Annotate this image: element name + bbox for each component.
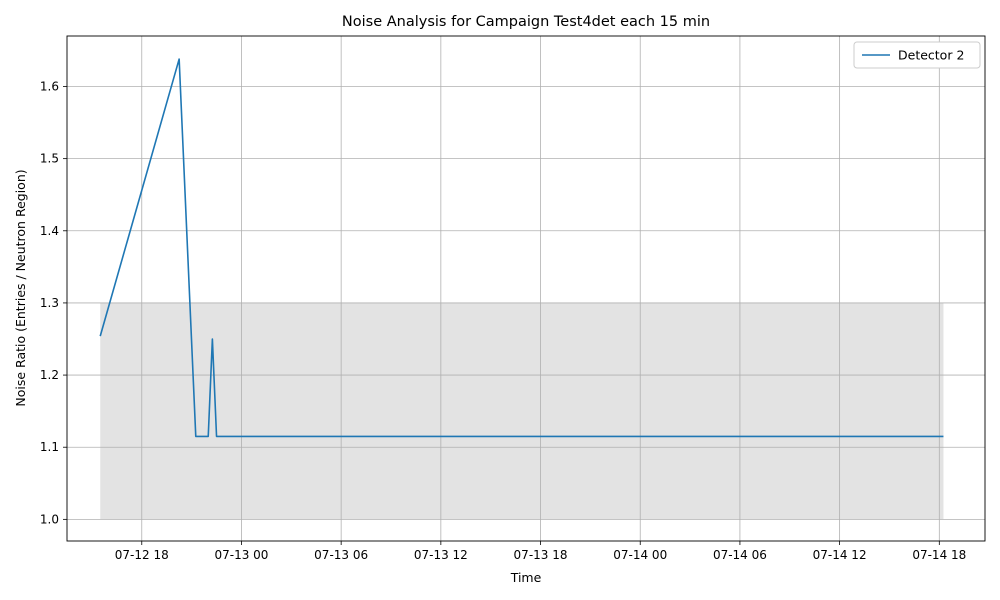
threshold-band	[100, 302, 944, 520]
x-tick-label: 07-13 00	[214, 548, 268, 562]
y-tick-label: 1.5	[40, 152, 59, 166]
x-axis-label: Time	[510, 570, 542, 585]
y-tick-label: 1.2	[40, 368, 59, 382]
legend-label: Detector 2	[898, 48, 964, 63]
plot-area: 07-12 18 07-13 00 07-13 06 07-13 12 07-13 18…	[40, 35, 986, 562]
y-axis-label: Noise Ratio (Entries / Neutron Region)	[13, 169, 28, 406]
y-tick-label: 1.1	[40, 440, 59, 454]
y-tick-label: 1.0	[40, 512, 59, 526]
x-tick-label: 07-14 00	[613, 548, 667, 562]
legend-box	[853, 41, 981, 69]
x-tick-label: 07-13 06	[314, 548, 368, 562]
x-tick-label: 07-14 06	[713, 548, 767, 562]
y-tick-label: 1.6	[40, 80, 59, 94]
y-tick-label: 1.4	[40, 224, 59, 238]
x-tick-label: 07-13 18	[514, 548, 568, 562]
chart-title: Noise Analysis for Campaign Test4det eac…	[342, 14, 710, 30]
x-tick-label: 07-13 12	[414, 548, 468, 562]
y-tick-label: 1.3	[40, 296, 59, 310]
legend: Detector 2	[853, 41, 981, 69]
x-tick-label: 07-12 18	[115, 548, 169, 562]
x-tick-label: 07-14 18	[912, 548, 966, 562]
x-tick-label: 07-14 12	[813, 548, 867, 562]
axes-frame	[66, 35, 986, 542]
series-line-detector-2	[99, 58, 944, 438]
